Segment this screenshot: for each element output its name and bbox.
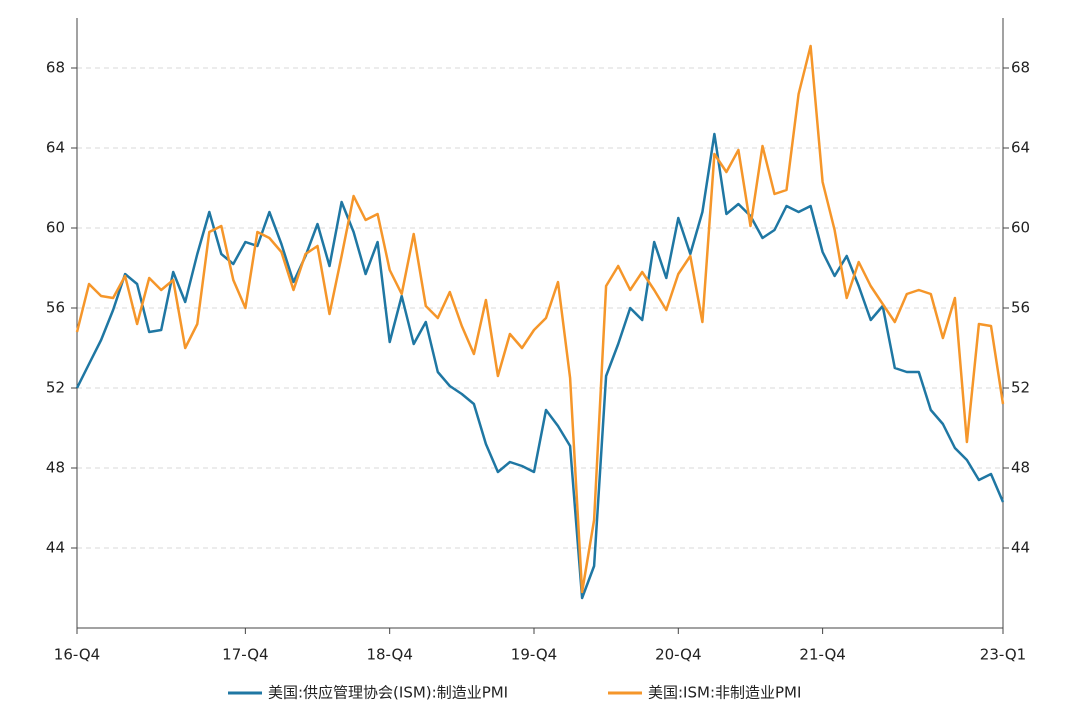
y2-tick-label: 48	[1011, 459, 1030, 477]
y2-tick-label: 56	[1011, 299, 1030, 317]
x-tick-label: 18-Q4	[366, 646, 412, 664]
x-tick-label: 20-Q4	[655, 646, 701, 664]
legend-label: 美国:ISM:非制造业PMI	[648, 684, 801, 702]
x-tick-label: 16-Q4	[54, 646, 100, 664]
y2-tick-label: 52	[1011, 379, 1030, 397]
series-line	[75, 44, 1005, 594]
y-tick-label: 52	[46, 379, 65, 397]
x-tick-label: 17-Q4	[222, 646, 268, 664]
series-line	[75, 132, 1005, 600]
x-tick-label: 23-Q1	[980, 646, 1026, 664]
y-tick-label: 48	[46, 459, 65, 477]
x-tick-label: 19-Q4	[511, 646, 557, 664]
y-tick-label: 64	[46, 139, 65, 157]
y2-tick-label: 64	[1011, 139, 1030, 157]
y-tick-label: 44	[46, 539, 65, 557]
legend-label: 美国:供应管理协会(ISM):制造业PMI	[268, 684, 508, 702]
y2-tick-label: 68	[1011, 59, 1030, 77]
y-tick-label: 56	[46, 299, 65, 317]
y-tick-label: 68	[46, 59, 65, 77]
x-tick-label: 21-Q4	[799, 646, 845, 664]
y-tick-label: 60	[46, 219, 65, 237]
y2-tick-label: 60	[1011, 219, 1030, 237]
y2-tick-label: 44	[1011, 539, 1030, 557]
